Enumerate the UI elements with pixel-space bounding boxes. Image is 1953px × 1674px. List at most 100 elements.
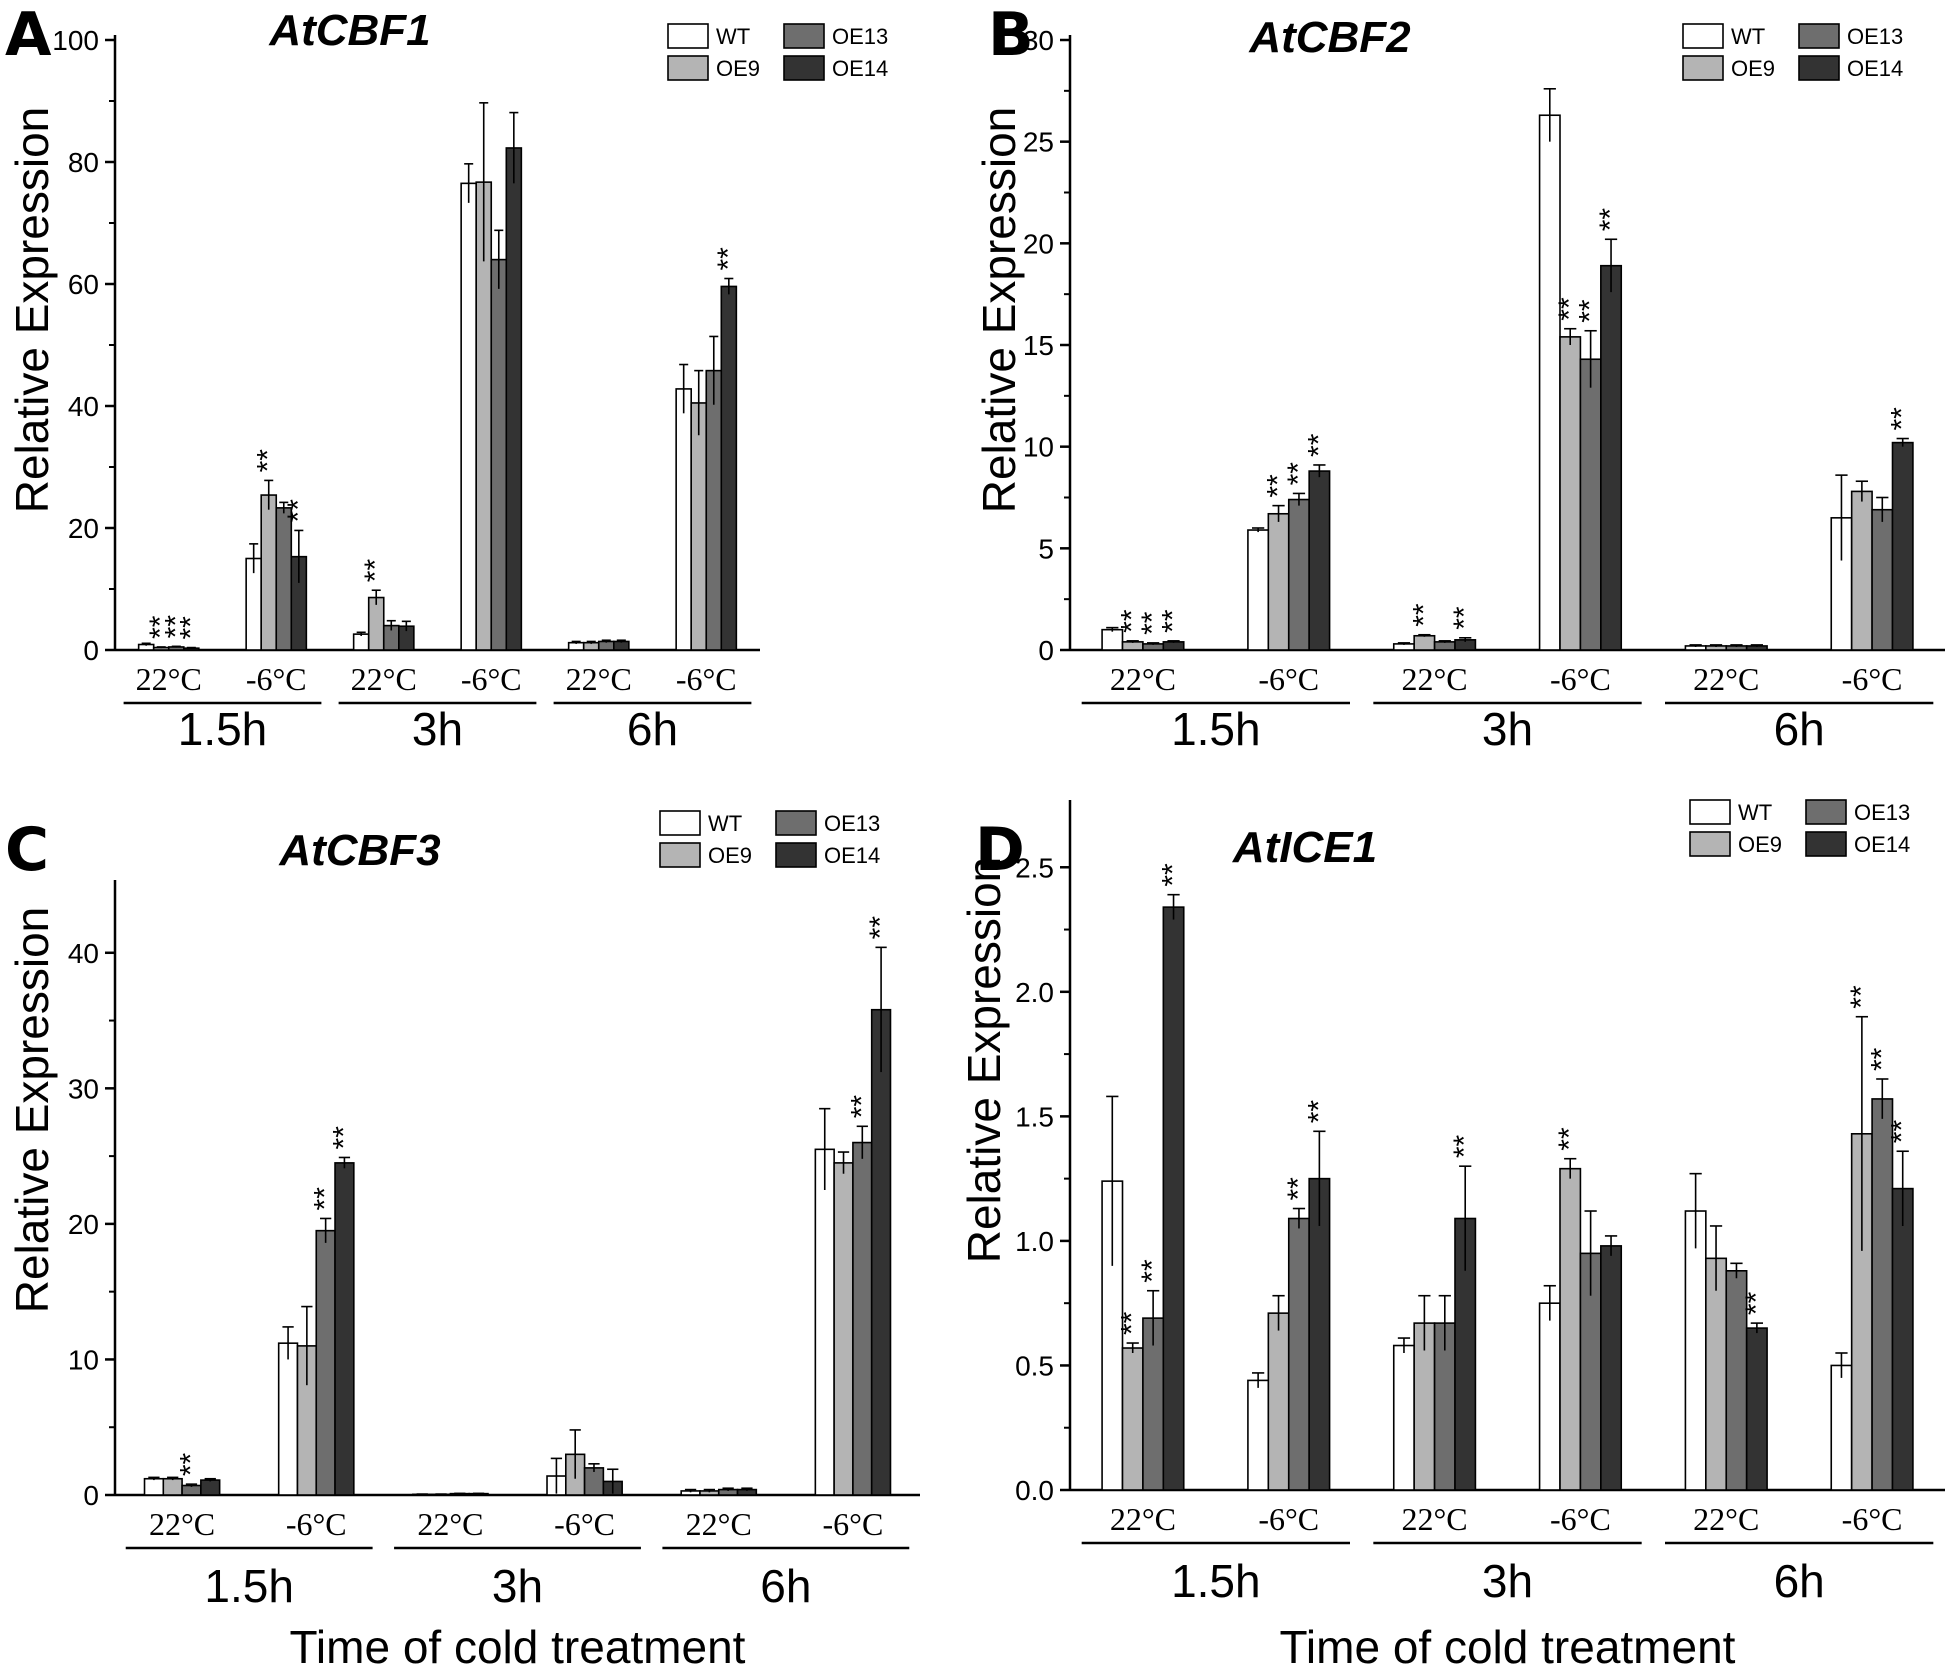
bar-oe9 bbox=[1559, 1167, 1582, 1491]
y-tick-label: 20 bbox=[68, 1209, 99, 1240]
significance-mark: ** bbox=[252, 449, 285, 473]
legend-swatch-oe13 bbox=[1805, 799, 1847, 825]
legend-label: OE14 bbox=[1854, 832, 1910, 857]
bar-oe14 bbox=[1162, 906, 1185, 1491]
bar-oe13 bbox=[1287, 498, 1310, 651]
legend-swatch-oe9 bbox=[659, 842, 701, 868]
y-tick-label: 1.5 bbox=[1015, 1101, 1054, 1132]
bar-wt bbox=[1538, 1302, 1561, 1491]
condition-label: -6°C bbox=[1550, 1501, 1611, 1537]
bar-wt bbox=[814, 1148, 835, 1496]
time-label: 1.5h bbox=[1171, 1555, 1261, 1607]
y-tick-label: 60 bbox=[68, 269, 99, 300]
bar-wt bbox=[1247, 1379, 1270, 1491]
chart-panel-a: A AtCBF1 Relative Expression 0 20 40 60 80 100 **… bbox=[5, 0, 888, 755]
legend-label: OE9 bbox=[708, 843, 752, 868]
time-label: 1.5h bbox=[204, 1560, 294, 1612]
bar-oe13 bbox=[1871, 1098, 1894, 1491]
bar-oe9 bbox=[1121, 1347, 1144, 1491]
legend-label: OE14 bbox=[832, 56, 888, 81]
time-label: 1.5h bbox=[178, 703, 268, 755]
legend-swatch-oe13 bbox=[1798, 23, 1840, 49]
significance-mark: ** bbox=[1282, 1177, 1315, 1201]
significance-mark: ** bbox=[864, 916, 897, 940]
chart-panel-d: D AtICE1 Relative Expression 0.0 0.5 1.0 1.5 2.… bbox=[958, 799, 1945, 1673]
condition-label: 22°C bbox=[686, 1506, 752, 1542]
significance-mark: ** bbox=[174, 1452, 207, 1476]
bar-oe13 bbox=[705, 369, 723, 651]
y-tick-label: 100 bbox=[52, 25, 99, 56]
legend-swatch-oe9 bbox=[667, 55, 709, 81]
significance-mark: ** bbox=[1448, 606, 1481, 630]
legend-label: WT bbox=[708, 811, 742, 836]
y-tick-label: 1.0 bbox=[1015, 1226, 1054, 1257]
y-tick-label: 0 bbox=[1038, 635, 1054, 666]
legend-label: WT bbox=[1731, 24, 1765, 49]
y-tick-label: 40 bbox=[68, 938, 99, 969]
y-tick-label: 2.0 bbox=[1015, 977, 1054, 1008]
y-tick-label: 2.5 bbox=[1015, 852, 1054, 883]
y-tick-label: 40 bbox=[68, 391, 99, 422]
significance-mark: ** bbox=[282, 499, 315, 523]
bar-oe14 bbox=[870, 1008, 892, 1496]
significance-mark: ** bbox=[1448, 1135, 1481, 1159]
bar-oe14 bbox=[1745, 1327, 1768, 1491]
condition-label: 22°C bbox=[136, 661, 202, 697]
bar-oe13 bbox=[275, 507, 293, 651]
bar-wt bbox=[460, 182, 477, 651]
legend-label: OE13 bbox=[824, 811, 880, 836]
bar-oe13 bbox=[1871, 508, 1894, 651]
bar-oe9 bbox=[260, 494, 278, 651]
significance-mark: ** bbox=[174, 616, 207, 640]
significance-mark: ** bbox=[1116, 1311, 1149, 1335]
bar-oe9 bbox=[367, 596, 385, 651]
y-tick-label: 30 bbox=[1023, 25, 1054, 56]
y-tick-label: 0.5 bbox=[1015, 1350, 1054, 1381]
panel-letter: C bbox=[5, 815, 49, 885]
bar-oe14 bbox=[1308, 470, 1331, 651]
bar-oe14 bbox=[334, 1162, 355, 1496]
significance-mark: ** bbox=[1116, 609, 1149, 633]
legend-label: OE14 bbox=[824, 843, 880, 868]
time-label: 6h bbox=[1774, 1555, 1825, 1607]
legend: WT OE9 OE13 OE14 bbox=[1689, 799, 1910, 857]
y-axis-label: Relative Expression bbox=[958, 857, 1010, 1264]
condition-label: -6°C bbox=[461, 661, 522, 697]
legend-swatch-oe13 bbox=[783, 23, 825, 49]
time-label: 1.5h bbox=[1171, 703, 1261, 755]
bar-oe9 bbox=[162, 1477, 183, 1496]
condition-label: 22°C bbox=[351, 661, 417, 697]
bar-wt bbox=[1247, 529, 1270, 651]
y-tick-label: 5 bbox=[1038, 533, 1054, 564]
x-axis-label: Time of cold treatment bbox=[290, 1621, 746, 1673]
bar-wt bbox=[277, 1342, 299, 1496]
time-label: 3h bbox=[412, 703, 463, 755]
legend-swatch-oe14 bbox=[1805, 831, 1847, 857]
significance-mark: ** bbox=[1886, 1120, 1919, 1144]
condition-label: 22°C bbox=[1402, 1501, 1468, 1537]
significance-mark: ** bbox=[1302, 1100, 1335, 1124]
legend-label: OE9 bbox=[1731, 56, 1775, 81]
chart-panel-c: C AtCBF3 Relative Expression 0 10 20 30 40 ** ** *… bbox=[5, 810, 920, 1673]
y-tick-label: 0.0 bbox=[1015, 1475, 1054, 1506]
condition-label: 22°C bbox=[1402, 661, 1468, 697]
y-axis-label: Relative Expression bbox=[6, 107, 58, 514]
bar-wt bbox=[675, 388, 693, 651]
bar-wt bbox=[1538, 114, 1561, 651]
bar-oe14 bbox=[1600, 264, 1623, 651]
condition-label: -6°C bbox=[823, 1506, 884, 1542]
y-tick-label: 80 bbox=[68, 147, 99, 178]
bar-oe9 bbox=[1559, 336, 1582, 651]
condition-label: 22°C bbox=[566, 661, 632, 697]
bar-oe14 bbox=[1891, 441, 1914, 651]
condition-label: -6°C bbox=[1842, 1501, 1903, 1537]
panel-letter: A bbox=[5, 0, 52, 70]
y-tick-label: 20 bbox=[68, 513, 99, 544]
significance-mark: ** bbox=[144, 615, 177, 639]
significance-mark: ** bbox=[1865, 1047, 1898, 1071]
condition-label: -6°C bbox=[1258, 1501, 1319, 1537]
y-tick-label: 30 bbox=[68, 1073, 99, 1104]
legend: WT OE9 OE13 OE14 bbox=[659, 810, 880, 868]
legend-swatch-oe13 bbox=[775, 810, 817, 836]
significance-mark: ** bbox=[1262, 474, 1295, 498]
